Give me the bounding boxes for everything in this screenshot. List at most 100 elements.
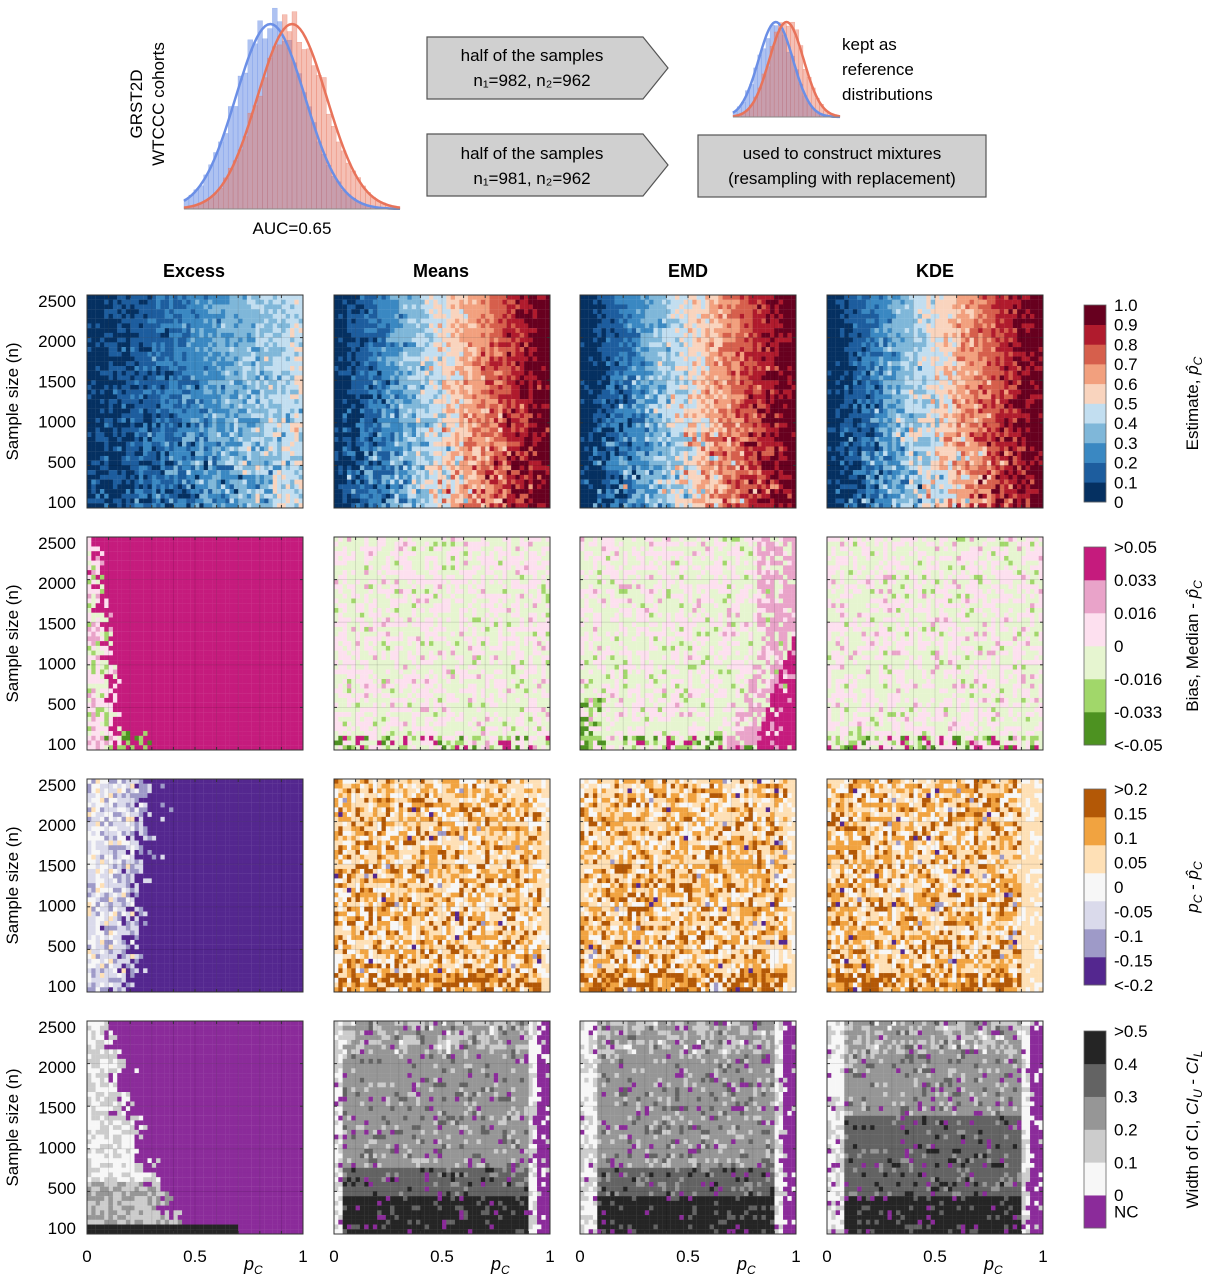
heatmap-cell bbox=[268, 428, 272, 433]
heatmap-cell bbox=[537, 361, 541, 366]
heatmap-cell bbox=[152, 480, 156, 485]
heatmap-cell bbox=[364, 428, 368, 433]
heatmap-cell bbox=[217, 432, 221, 437]
heatmap-cell bbox=[191, 446, 195, 451]
heatmap-cell bbox=[160, 409, 164, 414]
heatmap-cell bbox=[130, 323, 134, 328]
heatmap-cell bbox=[299, 295, 303, 300]
heatmap-cell bbox=[199, 451, 203, 456]
heatmap-cell bbox=[281, 456, 285, 461]
heatmap-cell bbox=[455, 371, 459, 376]
heatmap-cell bbox=[438, 304, 442, 309]
heatmap-cell bbox=[299, 437, 303, 442]
heatmap-cell bbox=[191, 428, 195, 433]
heatmap-cell bbox=[182, 361, 186, 366]
heatmap-cell bbox=[472, 375, 476, 380]
heatmap-cell bbox=[260, 480, 264, 485]
heatmap-cell bbox=[243, 338, 247, 343]
heatmap-cell bbox=[515, 375, 519, 380]
auc-label: AUC=0.65 bbox=[253, 219, 332, 238]
heatmap-cell bbox=[217, 352, 221, 357]
heatmap-cell bbox=[91, 338, 95, 343]
heatmap-cell bbox=[394, 432, 398, 437]
heatmap-cell bbox=[195, 371, 199, 376]
heatmap-cell bbox=[264, 461, 268, 466]
heatmap-cell bbox=[446, 375, 450, 380]
heatmap-cell bbox=[264, 304, 268, 309]
heatmap-cell bbox=[204, 333, 208, 338]
heatmap-cell bbox=[286, 309, 290, 314]
heatmap-cell bbox=[264, 300, 268, 305]
heatmap-cell bbox=[182, 418, 186, 423]
heatmap-cell bbox=[412, 375, 416, 380]
heatmap-cell bbox=[195, 461, 199, 466]
heatmap-cell bbox=[234, 323, 238, 328]
heatmap-cell bbox=[251, 494, 255, 499]
heatmap-cell bbox=[264, 428, 268, 433]
heatmap-cell bbox=[281, 366, 285, 371]
heatmap-cell bbox=[178, 352, 182, 357]
heatmap-cell bbox=[373, 295, 377, 300]
heatmap-cell bbox=[459, 338, 463, 343]
heatmap-cell bbox=[407, 347, 411, 352]
heatmap-cell bbox=[91, 352, 95, 357]
heatmap-cell bbox=[373, 323, 377, 328]
heatmap-cell bbox=[347, 418, 351, 423]
heatmap-cell bbox=[260, 437, 264, 442]
heatmap-cell bbox=[87, 437, 91, 442]
heatmap-cell bbox=[524, 300, 528, 305]
heatmap-cell bbox=[247, 380, 251, 385]
heatmap-cell bbox=[451, 361, 455, 366]
heatmap-cell bbox=[251, 314, 255, 319]
heatmap-cell bbox=[234, 385, 238, 390]
heatmap-cell bbox=[251, 484, 255, 489]
heatmap-cell bbox=[382, 300, 386, 305]
heatmap-cell bbox=[152, 442, 156, 447]
heatmap-cell bbox=[485, 428, 489, 433]
heatmap-cell bbox=[420, 323, 424, 328]
heatmap-cell bbox=[386, 404, 390, 409]
heatmap-cell bbox=[338, 352, 342, 357]
heatmap-cell bbox=[260, 484, 264, 489]
heatmap-cell bbox=[191, 357, 195, 362]
heatmap-cell bbox=[281, 428, 285, 433]
heatmap-cell bbox=[126, 319, 130, 324]
heatmap-cell bbox=[524, 371, 528, 376]
heatmap-cell bbox=[255, 380, 259, 385]
heatmap-cell bbox=[502, 323, 506, 328]
heatmap-cell bbox=[364, 300, 368, 305]
heatmap-cell bbox=[281, 418, 285, 423]
heatmap-cell bbox=[130, 304, 134, 309]
heatmap-cell bbox=[485, 394, 489, 399]
heatmap-cell bbox=[139, 494, 143, 499]
heatmap-cell bbox=[117, 380, 121, 385]
heatmap-cell bbox=[455, 404, 459, 409]
heatmap-cell bbox=[247, 451, 251, 456]
heatmap-cell bbox=[143, 409, 147, 414]
heatmap-cell bbox=[403, 418, 407, 423]
heatmap-cell bbox=[169, 432, 173, 437]
heatmap-cell bbox=[485, 418, 489, 423]
heatmap-cell bbox=[528, 375, 532, 380]
heatmap-cell bbox=[238, 380, 242, 385]
heatmap-cell bbox=[87, 333, 91, 338]
heatmap-cell bbox=[143, 503, 147, 508]
heatmap-cell bbox=[113, 304, 117, 309]
heatmap-cell bbox=[160, 304, 164, 309]
heatmap-cell bbox=[412, 437, 416, 442]
heatmap-cell bbox=[277, 442, 281, 447]
heatmap-cell bbox=[178, 380, 182, 385]
heatmap-cell bbox=[100, 347, 104, 352]
heatmap-cell bbox=[87, 385, 91, 390]
heatmap-cell bbox=[182, 394, 186, 399]
heatmap-cell bbox=[386, 319, 390, 324]
heatmap-cell bbox=[109, 304, 113, 309]
heatmap-cell bbox=[169, 309, 173, 314]
heatmap-cell bbox=[403, 390, 407, 395]
heatmap-cell bbox=[178, 304, 182, 309]
heatmap-cell bbox=[264, 456, 268, 461]
heatmap-cell bbox=[268, 437, 272, 442]
heatmap-cell bbox=[520, 300, 524, 305]
heatmap-cell bbox=[429, 380, 433, 385]
heatmap-cell bbox=[464, 347, 468, 352]
